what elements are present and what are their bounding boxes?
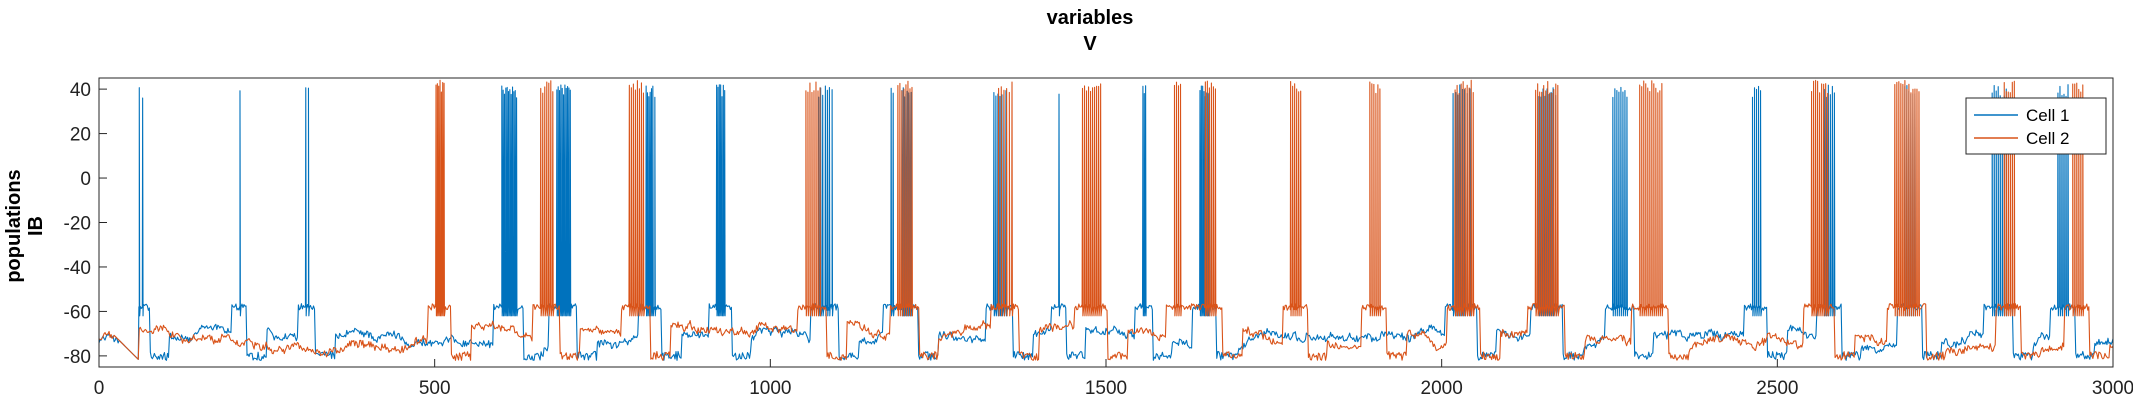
legend-label-cell-2: Cell 2 — [2026, 129, 2069, 148]
legend: Cell 1 Cell 2 — [1965, 97, 2107, 155]
legend-box — [1965, 97, 2107, 155]
y-tick-label: 40 — [70, 80, 91, 101]
y-axis-label-line-1: populations — [3, 169, 25, 282]
series-line-cell-2 — [99, 79, 2113, 361]
y-tick-label: 20 — [70, 125, 91, 146]
y-tick-label: -40 — [64, 258, 91, 279]
chart-title-line-2: V — [1083, 33, 1097, 55]
y-axis: -80 -60 -40 -20 0 20 40 — [64, 80, 107, 368]
x-tick-label: 1500 — [1085, 378, 1127, 399]
x-tick-label: 0 — [94, 378, 105, 399]
chart-title-line-1: variables — [1047, 7, 1134, 29]
x-tick-label: 1000 — [749, 378, 791, 399]
series-line-cell-1 — [99, 84, 2113, 361]
series-layer — [99, 79, 2113, 361]
x-tick-label: 2500 — [1756, 378, 1798, 399]
y-tick-label: 0 — [80, 169, 91, 190]
x-axis: 0 500 1000 1500 2000 2500 3000 — [94, 359, 2133, 399]
y-tick-label: -20 — [64, 214, 91, 235]
y-axis-label-line-2: IB — [25, 216, 47, 236]
legend-label-cell-1: Cell 1 — [2026, 106, 2069, 125]
y-tick-label: -60 — [64, 302, 91, 323]
y-tick-label: -80 — [64, 347, 91, 368]
x-tick-label: 3000 — [2092, 378, 2133, 399]
x-tick-label: 500 — [419, 378, 451, 399]
x-tick-label: 2000 — [1421, 378, 1463, 399]
